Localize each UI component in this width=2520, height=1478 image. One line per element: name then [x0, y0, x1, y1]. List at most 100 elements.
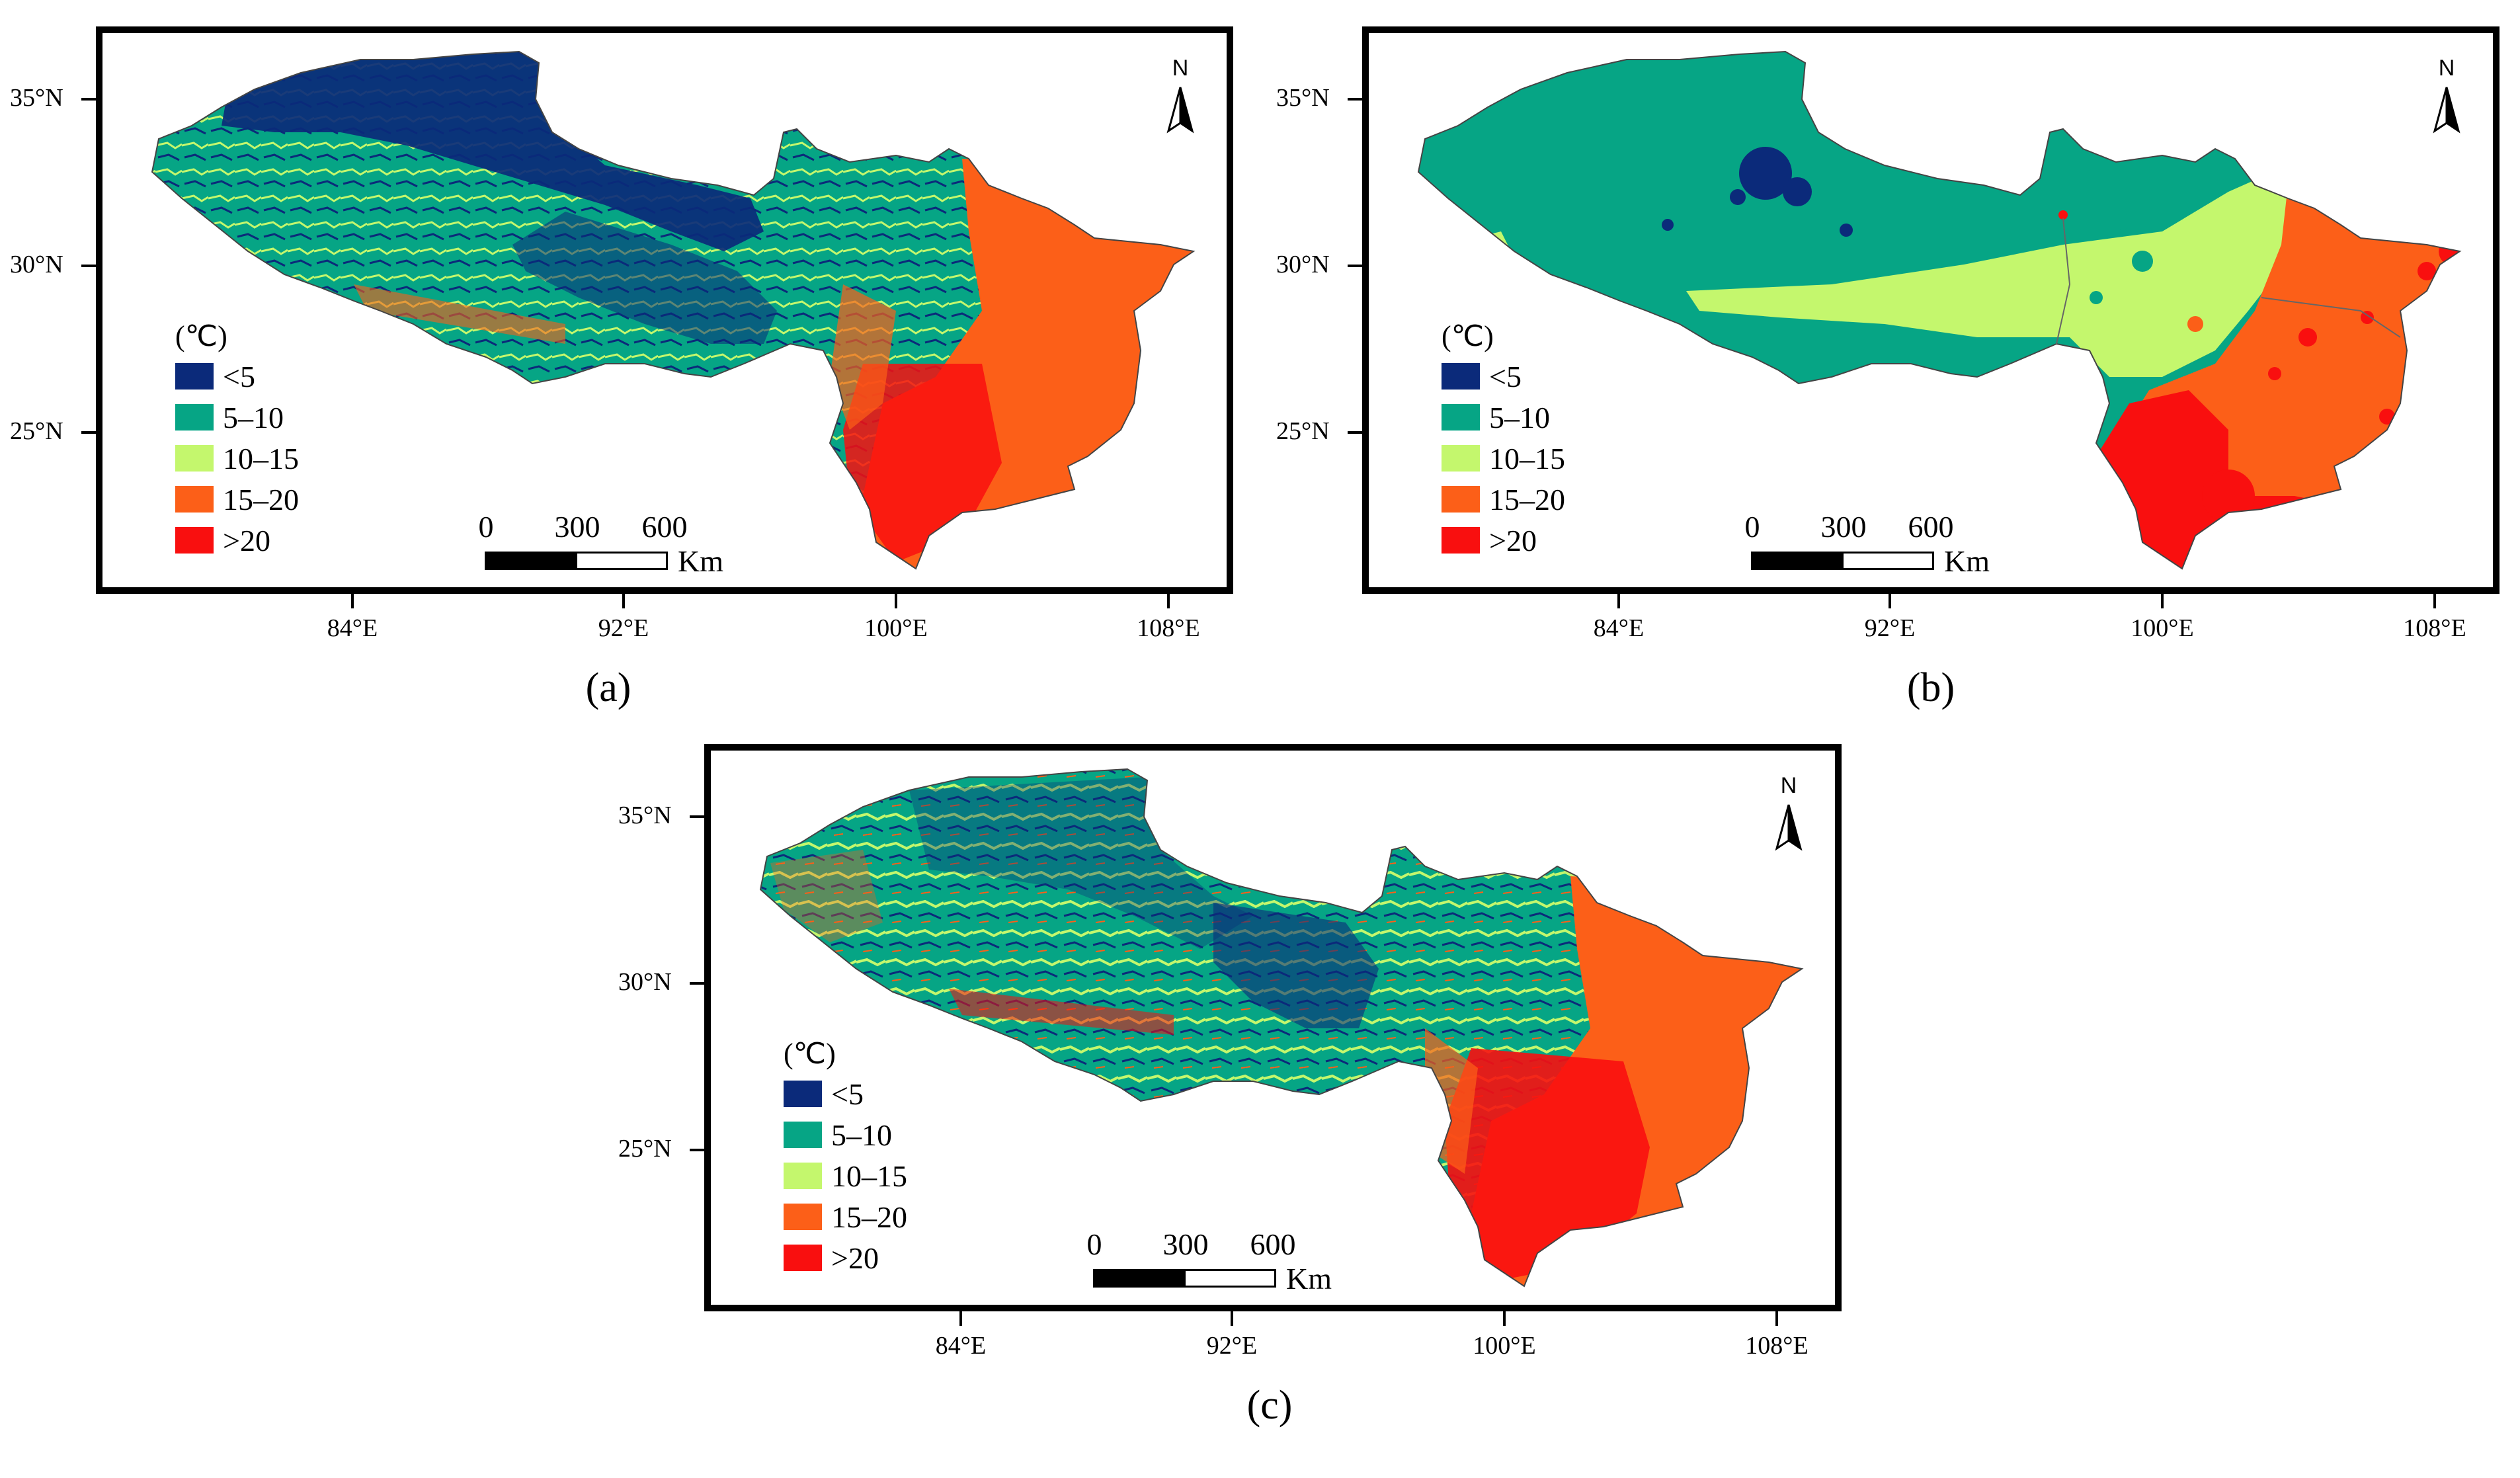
- scale-tick: 0: [478, 510, 494, 544]
- scale-tick: 600: [1250, 1227, 1296, 1261]
- panel-caption: (b): [1906, 665, 1955, 710]
- scale-bar-white: [575, 552, 668, 570]
- lon-label: 108°E: [1745, 1332, 1809, 1360]
- north-letter: N: [2438, 56, 2455, 81]
- legend-label: 10–15: [223, 441, 299, 475]
- legend-swatch: [175, 527, 214, 554]
- legend-title: (℃): [1442, 320, 1494, 352]
- legend-title: (℃): [175, 320, 227, 352]
- scale-bar-black: [1751, 552, 1844, 570]
- legend-swatch: [784, 1204, 822, 1230]
- lat-label: 30°N: [10, 251, 63, 278]
- map-panel-a: N (℃) <5 5–10 10–15 15–20 >20 0 300 600 …: [10, 26, 1233, 760]
- legend-swatch: [1442, 527, 1480, 554]
- north-arrow-icon: N: [2427, 56, 2466, 148]
- legend-label: 5–10: [1489, 400, 1550, 434]
- legend-swatch: [175, 486, 214, 513]
- lat-label: 35°N: [618, 801, 672, 829]
- north-arrow-icon: N: [1160, 56, 1200, 148]
- legend-swatch: [1442, 445, 1480, 472]
- lon-label: 84°E: [935, 1332, 987, 1360]
- legend-item: 15–20: [1442, 479, 1565, 520]
- legend-label: <5: [1489, 359, 1522, 393]
- legend-label: 15–20: [831, 1200, 907, 1234]
- legend-item: 5–10: [784, 1114, 907, 1155]
- north-arrow-icon: N: [1769, 773, 1809, 866]
- legend-swatch: [1442, 486, 1480, 513]
- scale-tick: 0: [1744, 510, 1760, 544]
- map-frame: N (℃) <5 5–10 10–15 15–20 >20 0 300 600 …: [96, 26, 1233, 594]
- map-frame: N (℃) <5 5–10 10–15 15–20 >20 0 300 600 …: [1362, 26, 2500, 594]
- legend-label: <5: [223, 359, 255, 393]
- north-letter: N: [1172, 56, 1189, 81]
- scale-tick: 300: [1820, 510, 1867, 544]
- scale-tick: 600: [641, 510, 688, 544]
- legend-item: >20: [784, 1237, 907, 1278]
- lat-label: 30°N: [618, 968, 672, 996]
- legend-item: <5: [784, 1073, 907, 1114]
- lat-label: 25°N: [618, 1135, 672, 1163]
- lon-label: 92°E: [1864, 614, 1916, 642]
- legend-swatch: [784, 1245, 822, 1271]
- map-panel-b: N (℃) <5 5–10 10–15 15–20 >20 0 300 600 …: [1276, 26, 2500, 760]
- legend-item: >20: [175, 520, 299, 561]
- legend-item: 10–15: [784, 1155, 907, 1196]
- legend-title: (℃): [784, 1038, 836, 1070]
- north-letter: N: [1780, 773, 1797, 798]
- scale-bar-white: [1842, 552, 1934, 570]
- legend-label: 10–15: [831, 1159, 907, 1193]
- legend-item: 5–10: [175, 397, 299, 438]
- lat-label: 25°N: [10, 417, 63, 445]
- legend-swatch: [175, 404, 214, 431]
- map-frame: N (℃) <5 5–10 10–15 15–20 >20 0 300 600 …: [704, 744, 1842, 1311]
- lat-label: 35°N: [1276, 84, 1330, 112]
- scale-unit: Km: [1944, 544, 1990, 578]
- legend-item: 15–20: [175, 479, 299, 520]
- scale-bar: 0 300 600 Km: [1087, 1227, 1344, 1299]
- legend-item: 10–15: [175, 438, 299, 479]
- scale-bar: 0 300 600 Km: [479, 509, 736, 582]
- lon-label: 84°E: [327, 614, 378, 642]
- legend-label: 15–20: [1489, 482, 1565, 516]
- lon-label: 100°E: [864, 614, 928, 642]
- legend-item: <5: [175, 356, 299, 397]
- panel-caption: (c): [1246, 1383, 1293, 1428]
- legend: (℃) <5 5–10 10–15 15–20 >20: [1442, 317, 1565, 561]
- lon-label: 108°E: [2403, 614, 2466, 642]
- legend-item: >20: [1442, 520, 1565, 561]
- map-region: [759, 768, 1804, 1288]
- legend-label: 5–10: [831, 1118, 892, 1152]
- lon-label: 108°E: [1137, 614, 1200, 642]
- lon-label: 92°E: [598, 614, 649, 642]
- lat-label: 25°N: [1276, 417, 1330, 445]
- map-region: [1417, 50, 2462, 570]
- scale-bar-black: [1093, 1269, 1186, 1288]
- legend-label: >20: [831, 1241, 879, 1275]
- scale-tick: 300: [554, 510, 600, 544]
- map-region: [151, 50, 1196, 570]
- lon-label: 92°E: [1206, 1332, 1258, 1360]
- legend-label: 5–10: [223, 400, 284, 434]
- legend-label: >20: [223, 523, 270, 557]
- legend-swatch: [1442, 363, 1480, 390]
- scale-bar: 0 300 600 Km: [1745, 509, 2002, 582]
- scale-tick: 0: [1086, 1227, 1102, 1261]
- legend-swatch: [175, 363, 214, 390]
- lon-label: 84°E: [1593, 614, 1645, 642]
- scale-unit: Km: [678, 544, 723, 578]
- legend: (℃) <5 5–10 10–15 15–20 >20: [784, 1035, 907, 1278]
- scale-tick: 600: [1908, 510, 1954, 544]
- legend: (℃) <5 5–10 10–15 15–20 >20: [175, 317, 299, 561]
- lon-label: 100°E: [2131, 614, 2194, 642]
- lat-label: 35°N: [10, 84, 63, 112]
- legend-label: <5: [831, 1077, 864, 1111]
- scale-unit: Km: [1286, 1262, 1332, 1295]
- legend-label: 15–20: [223, 482, 299, 516]
- map-panel-c: N (℃) <5 5–10 10–15 15–20 >20 0 300 600 …: [618, 744, 1842, 1478]
- legend-swatch: [784, 1163, 822, 1189]
- lat-label: 30°N: [1276, 251, 1330, 278]
- legend-swatch: [1442, 404, 1480, 431]
- lon-label: 100°E: [1473, 1332, 1536, 1360]
- panel-caption: (a): [585, 665, 631, 710]
- legend-item: 10–15: [1442, 438, 1565, 479]
